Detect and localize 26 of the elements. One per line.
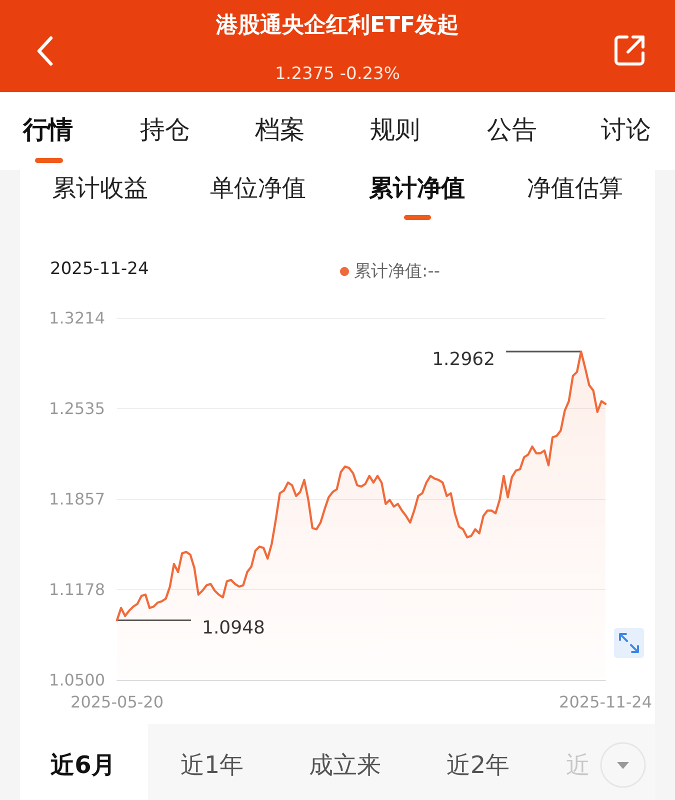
chart-subtitle: 1.2375 -0.23% [274, 63, 402, 86]
legend-label: 累计净值:-- [354, 262, 440, 282]
text: 档案 [255, 114, 305, 146]
text: 规则 [370, 114, 420, 146]
text: 2025-11-24 [50, 258, 149, 280]
text: 单位净值 [210, 173, 306, 204]
text: 近6月 [50, 750, 116, 781]
data-label: 1.2962 [432, 349, 496, 370]
text: 近1年 [180, 750, 244, 781]
text: 讨论 [601, 114, 651, 146]
y-tick-label: 1.2535 [49, 399, 105, 418]
text: 成立来 [309, 750, 381, 781]
text: 净值估算 [527, 173, 623, 204]
y-tick-label: 1.3214 [49, 308, 105, 328]
y-tick-label: 1.1178 [49, 580, 105, 600]
y-tick-label: 1.1857 [49, 490, 105, 508]
y-tick-label: 1.0500 [49, 670, 105, 690]
chart-title: 港股通央企红利ETF发起 [214, 12, 460, 40]
x-tick-label: 2025-05-20 [70, 692, 164, 712]
data-label: 1.0948 [202, 618, 265, 639]
text: 行情 [23, 114, 73, 146]
text: 近2年 [446, 750, 510, 781]
text: 持仓 [140, 114, 190, 146]
text: 公告 [487, 114, 537, 146]
text: 累计收益 [52, 173, 148, 204]
text: 累计净值 [369, 173, 465, 204]
